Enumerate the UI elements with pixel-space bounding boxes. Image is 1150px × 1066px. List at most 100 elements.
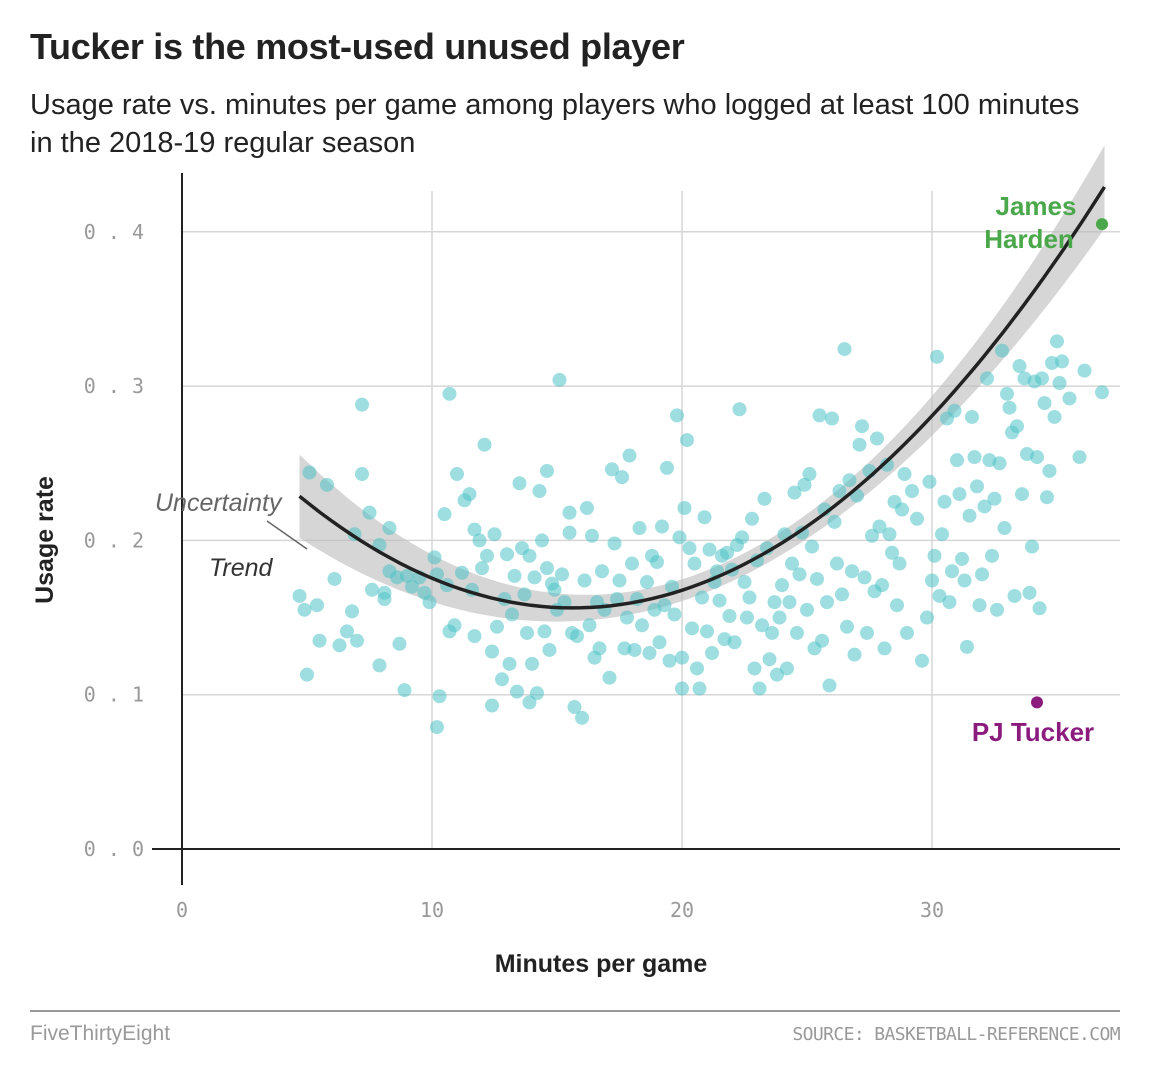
data-point	[527, 570, 542, 585]
annotation-trend: Trend	[209, 554, 274, 582]
chart-title: Tucker is the most-used unused player	[30, 26, 685, 67]
data-point	[472, 533, 487, 548]
trend-curve	[298, 185, 1106, 610]
data-point	[690, 661, 704, 676]
data-point	[890, 598, 904, 613]
data-point	[1030, 450, 1044, 465]
data-point	[650, 555, 664, 570]
data-point	[865, 528, 879, 543]
data-point	[905, 484, 919, 499]
data-point	[517, 587, 532, 602]
data-point	[632, 521, 647, 536]
data-point	[935, 527, 949, 542]
data-point	[792, 567, 807, 582]
data-point	[652, 635, 667, 650]
data-point	[640, 575, 654, 590]
data-point	[857, 570, 872, 585]
data-points	[292, 334, 1109, 735]
data-point	[635, 618, 649, 633]
data-point	[595, 564, 609, 579]
data-point	[1012, 359, 1027, 374]
data-point	[835, 587, 849, 602]
data-point	[462, 487, 477, 502]
data-point	[320, 477, 334, 492]
data-point	[682, 541, 697, 556]
highlight-point-tucker	[1031, 696, 1043, 709]
data-point	[882, 527, 897, 542]
data-point	[677, 500, 692, 515]
data-point	[802, 467, 817, 482]
data-point	[392, 636, 407, 651]
data-point	[950, 453, 964, 468]
data-point	[655, 519, 669, 534]
data-point	[742, 590, 757, 605]
data-point	[962, 508, 977, 523]
data-point	[772, 610, 787, 625]
data-point	[797, 477, 812, 492]
data-point	[672, 530, 687, 545]
data-point	[762, 652, 777, 667]
data-point	[340, 624, 354, 639]
data-point	[812, 408, 827, 423]
harden-label-line1: James	[996, 191, 1077, 221]
data-point	[985, 548, 999, 563]
data-point	[500, 547, 514, 562]
brand-label: FiveThirtyEight	[30, 1022, 171, 1045]
data-point	[487, 527, 502, 542]
data-point	[695, 590, 709, 605]
data-point	[755, 618, 769, 633]
data-point	[615, 470, 629, 485]
data-point	[372, 658, 387, 673]
y-tick-label: 0 . 0	[84, 837, 144, 861]
data-point	[805, 539, 819, 554]
data-point	[1072, 450, 1087, 465]
data-point	[552, 372, 567, 387]
data-point	[697, 510, 712, 525]
data-point	[1062, 391, 1077, 406]
data-point	[670, 408, 684, 423]
data-point	[1035, 371, 1049, 386]
data-point	[875, 578, 889, 593]
data-point	[970, 479, 984, 494]
data-point	[1015, 487, 1029, 502]
data-point	[800, 602, 814, 617]
data-point	[562, 505, 577, 520]
data-point	[1050, 334, 1064, 349]
data-point	[1000, 386, 1014, 401]
data-point	[770, 667, 784, 682]
data-point	[980, 371, 994, 386]
data-point	[605, 462, 619, 477]
data-point	[987, 491, 1002, 506]
data-point	[932, 588, 947, 603]
data-point	[700, 624, 714, 639]
data-point	[702, 542, 717, 557]
data-point	[620, 610, 634, 625]
data-point	[990, 602, 1004, 617]
uncertainty-area	[299, 145, 1105, 622]
harden-label-line2: Harden	[984, 224, 1074, 254]
data-point	[995, 343, 1009, 358]
data-point	[915, 653, 929, 668]
data-point	[625, 556, 639, 571]
data-point	[952, 487, 967, 502]
data-point	[740, 610, 754, 625]
data-point	[922, 474, 937, 489]
data-point	[467, 629, 482, 644]
data-point	[780, 661, 794, 676]
data-point	[332, 638, 347, 653]
data-point	[1007, 588, 1022, 603]
data-point	[767, 595, 782, 610]
data-point	[502, 656, 517, 671]
data-point	[892, 556, 907, 571]
data-point	[477, 437, 492, 452]
data-point	[612, 573, 627, 588]
data-point	[555, 567, 569, 582]
data-point	[382, 521, 397, 536]
data-point	[895, 502, 909, 517]
data-point	[292, 588, 307, 603]
data-point	[405, 579, 419, 594]
data-point	[745, 511, 759, 526]
data-point	[957, 573, 972, 588]
data-point	[827, 514, 842, 529]
data-point	[510, 684, 524, 699]
